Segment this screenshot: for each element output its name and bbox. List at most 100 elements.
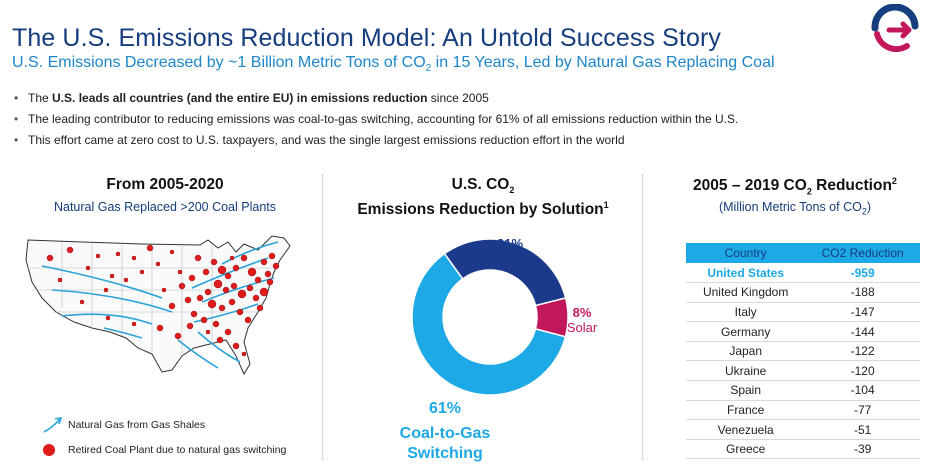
coal-plant-dot	[232, 264, 240, 272]
coal-plant-dot	[213, 279, 223, 289]
us-outline	[25, 235, 291, 376]
divider-left	[322, 175, 323, 460]
reduction-cell: -122	[805, 341, 920, 362]
coal-plant-dot	[109, 273, 115, 279]
table-row: Venezuela -51	[686, 419, 920, 440]
table-heading: 2005 – 2019 CO2 Reduction2	[693, 176, 897, 197]
coal-plant-dot	[66, 246, 74, 254]
table-row: United Kingdom -188	[686, 282, 920, 303]
solar-pct: 8%	[572, 305, 592, 320]
map-panel-subheading: Natural Gas Replaced >200 Coal Plants	[53, 200, 276, 214]
legend-dot-item: Retired Coal Plant due to natural gas sw…	[42, 443, 286, 457]
coal-plant-dot	[131, 321, 137, 327]
coal-plant-dot	[123, 277, 129, 283]
bullet-3: • This effort came at zero cost to U.S. t…	[14, 133, 625, 147]
coal-gas-pct: 61%	[428, 400, 462, 417]
subtitle-pre: U.S. Emissions Decreased by ~1 Billion M…	[12, 54, 426, 71]
table-row: Ukraine -120	[686, 360, 920, 382]
coal-plant-dot	[236, 308, 244, 316]
coal-plant-dot	[105, 315, 111, 321]
coal-plant-dot	[232, 342, 240, 350]
country-cell: United Kingdom	[686, 282, 806, 303]
coal-plant-dot	[196, 294, 204, 302]
coal-plant-dot	[256, 304, 264, 312]
donut-heading-line1: U.S. CO2	[451, 176, 515, 196]
page-title: The U.S. Emissions Reduction Model: An U…	[12, 24, 721, 52]
coal-plant-dot	[95, 253, 101, 259]
arrow-legend-icon	[43, 416, 63, 433]
column-header-reduction: CO2 Reduction	[805, 243, 920, 263]
gas-flow-arrow	[177, 339, 219, 369]
coal-plant-dot	[210, 258, 218, 266]
coal-plant-dot	[230, 282, 238, 290]
gas-flow-arrow	[193, 303, 259, 323]
coal-plant-dot	[161, 287, 167, 293]
country-cell: France	[686, 400, 806, 421]
coal-plant-dot	[202, 268, 210, 276]
country-cell: Italy	[686, 302, 806, 323]
coal-gas-label: 61% Coal-to-Gas Switching	[385, 400, 505, 464]
coal-plant-dot	[168, 302, 176, 310]
coal-plant-dot	[240, 254, 248, 262]
reduction-cell: -77	[805, 400, 920, 421]
reduction-cell: -120	[805, 360, 920, 382]
coal-plant-dot	[178, 282, 186, 290]
reduction-cell: -959	[805, 263, 920, 284]
reduction-cell: -144	[805, 321, 920, 342]
coal-plant-dot	[194, 254, 202, 262]
reduction-cell: -39	[805, 439, 920, 460]
solar-label: 8% Solar	[560, 305, 604, 335]
gas-flow-arrow	[103, 327, 143, 339]
coal-plant-dot	[228, 298, 236, 306]
gas-flow-arrow	[221, 241, 279, 265]
coal-plant-dot	[244, 316, 252, 324]
gas-flow-arrow	[61, 313, 153, 325]
coal-plant-dot	[224, 328, 232, 336]
coal-plant-dot	[46, 254, 54, 262]
coal-plant-dot	[218, 304, 226, 312]
coal-plant-dot	[260, 258, 268, 266]
country-cell: Venezuela	[686, 419, 806, 440]
coal-plant-dot	[188, 274, 196, 282]
table-row: Germany -144	[686, 321, 920, 342]
bullet-1: • The U.S. leads all countries (and the e…	[14, 91, 489, 105]
country-cell: Greece	[686, 439, 806, 460]
coal-plant-dot	[103, 287, 109, 293]
reduction-table: Country CO2 Reduction United States -959 U…	[686, 243, 920, 460]
gas-flow-arrow	[197, 331, 241, 363]
reduction-cell: -188	[805, 282, 920, 303]
coal-plant-legend-icon	[43, 444, 55, 456]
subtitle-post: in 15 Years, Led by Natural Gas Replacin…	[431, 54, 775, 71]
table-row: United States -959	[686, 263, 920, 284]
reduction-cell: -51	[805, 419, 920, 440]
coal-plant-dot	[264, 270, 272, 278]
coal-plant-dot	[186, 322, 194, 330]
table-row: Spain -104	[686, 380, 920, 401]
country-cell: United States	[686, 263, 806, 284]
coal-plant-dot	[57, 277, 63, 283]
bullet-2: • The leading contributor to reducing emi…	[14, 112, 739, 126]
coal-plant-dot	[237, 289, 247, 299]
coal-gas-name: Coal-to-Gas Switching	[399, 425, 491, 462]
us-map	[25, 235, 291, 376]
table-header-row: Country CO2 Reduction	[686, 243, 920, 263]
column-header-country: Country	[686, 243, 806, 263]
coal-plant-dot	[79, 299, 85, 305]
map-panel-heading: From 2005-2020	[106, 176, 224, 193]
donut-chart	[411, 238, 569, 396]
coal-plant-dot	[190, 310, 198, 318]
coal-plant-dot	[252, 294, 260, 302]
coal-plant-dot	[115, 251, 121, 257]
reduction-cell: -147	[805, 302, 920, 323]
wind-name: Wind	[495, 251, 525, 266]
coal-plant-dot	[272, 262, 280, 270]
country-cell: Spain	[686, 380, 806, 401]
coal-plant-dot	[216, 336, 224, 344]
coal-plant-dot	[247, 267, 257, 277]
coal-plant-dot	[254, 276, 262, 284]
coal-plant-dot	[204, 288, 212, 296]
coal-plant-dot	[200, 316, 208, 324]
bullet-1-emphasis: U.S. leads all countries (and the entire…	[52, 91, 428, 105]
gas-flow-arrow	[201, 277, 275, 303]
coal-plant-dot	[169, 249, 175, 255]
